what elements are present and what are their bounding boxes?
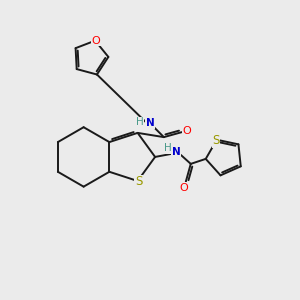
Text: H: H — [164, 143, 172, 153]
Text: O: O — [92, 36, 100, 46]
Text: N: N — [172, 147, 180, 157]
Text: S: S — [212, 134, 220, 147]
Text: O: O — [182, 126, 191, 136]
Text: O: O — [179, 183, 188, 193]
Text: S: S — [135, 176, 142, 188]
Text: H: H — [136, 117, 144, 127]
Text: N: N — [146, 118, 154, 128]
